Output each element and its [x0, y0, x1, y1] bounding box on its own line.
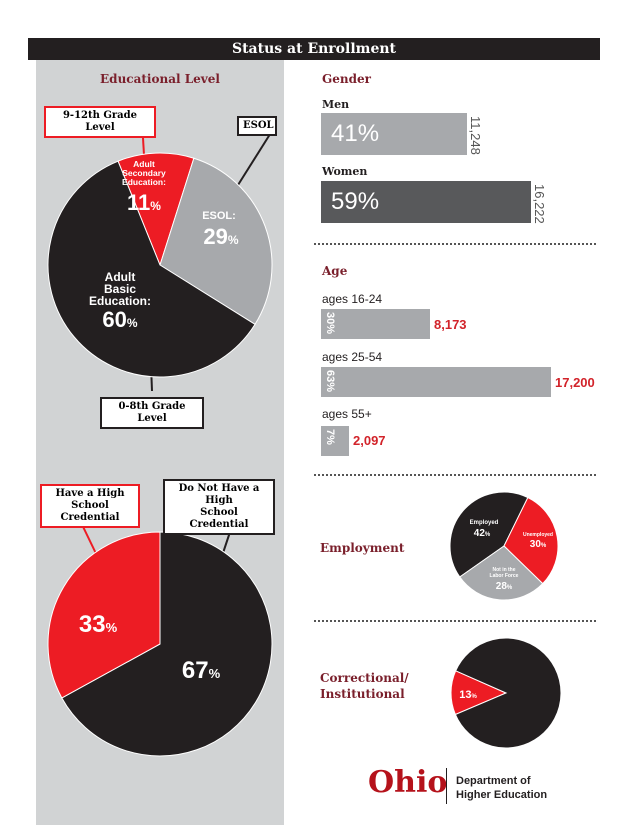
age-16-24-count: 8,173 — [434, 317, 467, 332]
age-16-24-percent: 30% — [324, 312, 336, 335]
correctional-value: 13% — [459, 689, 477, 701]
adult-secondary-label-1: Secondary — [122, 168, 166, 178]
adult-secondary-value: 11% — [127, 190, 161, 215]
have-credential-value: 33% — [79, 611, 118, 638]
correctional-slice-1 — [454, 637, 562, 749]
adult-basic-label-2: Education: — [89, 294, 151, 308]
employed-value: 42% — [474, 528, 491, 539]
not-in-labor-value: 28% — [496, 581, 513, 592]
divider — [314, 474, 596, 476]
age-55-plus-percent: 7% — [324, 429, 336, 445]
esol-value: 29% — [203, 224, 238, 249]
department-line-1: Department of — [456, 775, 531, 787]
employment-slice-0 — [449, 491, 529, 578]
adult-basic-label-0: Adult — [105, 270, 136, 284]
employment-slice-2 — [459, 545, 544, 601]
employment-slice-1 — [503, 496, 559, 585]
gender-women-label: Women — [322, 165, 368, 178]
gender-women-percent: 59% — [331, 188, 380, 215]
page-title: Status at Enrollment — [28, 38, 600, 60]
callout-9-12-grade: 9-12th Grade Level — [44, 106, 156, 138]
gender-men-label: Men — [322, 98, 350, 111]
callout-esol: ESOL — [237, 116, 277, 136]
unemployed-value: 30% — [530, 539, 547, 550]
credential-slice-0 — [61, 531, 273, 757]
not-in-labor-label-0: Not in the — [492, 567, 515, 573]
employment-title: Employment — [320, 541, 405, 555]
age-title: Age — [322, 264, 348, 278]
gender-men-bar: 41% — [321, 113, 467, 155]
gender-men-count: 11,248 — [468, 116, 483, 155]
educational-level-slice-1 — [159, 157, 273, 326]
employed-label: Employed — [470, 520, 499, 526]
age-25-54-percent: 63% — [324, 370, 336, 393]
callout-have-line-2: School Credential — [60, 500, 120, 523]
gender-women-bar: 59% — [321, 181, 531, 223]
divider — [314, 620, 596, 622]
callout-not-have-line-2: School Credential — [189, 507, 249, 530]
department-name: Department of Higher Education — [456, 774, 547, 802]
educational-level-slice-2 — [47, 160, 256, 378]
unemployed-label: Unemployed — [523, 532, 553, 538]
callout-0-8-grade: 0-8th Grade Level — [100, 397, 204, 429]
age-25-54-count: 17,200 — [555, 375, 595, 390]
adult-secondary-label-2: Education: — [122, 177, 166, 187]
adult-basic-label-1: Basic — [104, 282, 136, 296]
educational-level-title: Educational Level — [100, 72, 220, 86]
educational-level-pie: AdultSecondaryEducation:11%ESOL:29%Adult… — [47, 120, 273, 392]
credential-pie: 67% 33% — [47, 507, 273, 757]
department-line-2: Higher Education — [456, 789, 548, 801]
logo-divider — [446, 768, 447, 804]
age-25-54-bar — [321, 367, 551, 397]
correctional-title: Correctional/ Institutional — [320, 670, 409, 702]
esol-label: ESOL: — [202, 210, 236, 222]
divider — [314, 243, 596, 245]
callout-not-have-credential: Do Not Have a High School Credential — [163, 479, 275, 535]
age-16-24-label: ages 16-24 — [322, 292, 383, 306]
correctional-title-line-2: Institutional — [320, 687, 405, 701]
callout-have-line-1: Have a High — [55, 488, 125, 499]
ohio-logo: Ohio — [368, 765, 448, 800]
callout-not-have-line-1: Do Not Have a High — [178, 483, 260, 506]
correctional-title-line-1: Correctional/ — [320, 671, 409, 685]
gender-women-count: 16,222 — [532, 184, 547, 224]
gender-men-percent: 41% — [331, 120, 380, 147]
age-16-24-bar — [321, 309, 430, 339]
credential-slice-1 — [47, 531, 161, 699]
gender-title: Gender — [322, 72, 371, 86]
adult-basic-value: 60% — [102, 307, 137, 332]
not-have-credential-value: 67% — [182, 657, 221, 684]
age-55-plus-count: 2,097 — [353, 433, 386, 448]
age-25-54-label: ages 25-54 — [322, 350, 383, 364]
not-in-labor-label-1: Labor Force — [490, 573, 519, 579]
correctional-pie: 13% — [450, 637, 562, 749]
educational-level-slice-0 — [117, 152, 195, 267]
age-55-plus-bar — [321, 426, 349, 456]
age-55-plus-label: ages 55+ — [322, 407, 372, 421]
callout-have-credential: Have a High School Credential — [40, 484, 140, 528]
adult-secondary-label-0: Adult — [133, 159, 155, 169]
